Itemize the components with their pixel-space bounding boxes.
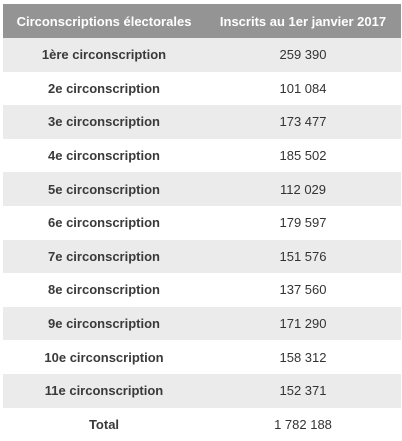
total-value: 1 782 188 [205,407,401,441]
table-row: 1ère circonscription 259 390 [3,38,401,72]
table-row: 6e circonscription 179 597 [3,205,401,240]
table-row: 7e circonscription 151 576 [3,239,401,274]
constituency-name: 9e circonscription [3,306,205,341]
constituency-name: 11e circonscription [3,373,205,408]
constituency-name: 10e circonscription [3,340,205,374]
registered-count: 185 502 [205,138,401,173]
constituency-name: 7e circonscription [3,239,205,274]
table-row: 5e circonscription 112 029 [3,172,401,206]
constituency-name: 3e circonscription [3,105,205,139]
registered-count: 179 597 [205,205,401,240]
registered-voters-table-container: Circonscriptions électorales Inscrits au… [3,0,401,441]
registered-count: 152 371 [205,373,401,408]
registered-voters-table: Circonscriptions électorales Inscrits au… [3,4,401,441]
registered-count: 151 576 [205,239,401,274]
registered-count: 101 084 [205,71,401,106]
table-row: 11e circonscription 152 371 [3,373,401,408]
constituency-name: 6e circonscription [3,205,205,240]
table-row: 4e circonscription 185 502 [3,138,401,173]
registered-count: 112 029 [205,172,401,206]
total-row: Total 1 782 188 [3,407,401,441]
header-constituency: Circonscriptions électorales [3,4,205,38]
table-body: 1ère circonscription 259 390 2e circonsc… [3,38,401,441]
header-row: Circonscriptions électorales Inscrits au… [3,4,401,38]
total-label: Total [3,407,205,441]
table-header: Circonscriptions électorales Inscrits au… [3,4,401,38]
registered-count: 171 290 [205,306,401,341]
registered-count: 259 390 [205,38,401,72]
table-row: 2e circonscription 101 084 [3,71,401,106]
table-row: 9e circonscription 171 290 [3,306,401,341]
constituency-name: 8e circonscription [3,273,205,307]
registered-count: 158 312 [205,340,401,374]
registered-count: 173 477 [205,105,401,139]
table-row: 8e circonscription 137 560 [3,273,401,307]
table-row: 3e circonscription 173 477 [3,105,401,139]
constituency-name: 2e circonscription [3,71,205,106]
constituency-name: 4e circonscription [3,138,205,173]
constituency-name: 1ère circonscription [3,38,205,72]
table-row: 10e circonscription 158 312 [3,340,401,374]
header-registered: Inscrits au 1er janvier 2017 [205,4,401,38]
registered-count: 137 560 [205,273,401,307]
constituency-name: 5e circonscription [3,172,205,206]
